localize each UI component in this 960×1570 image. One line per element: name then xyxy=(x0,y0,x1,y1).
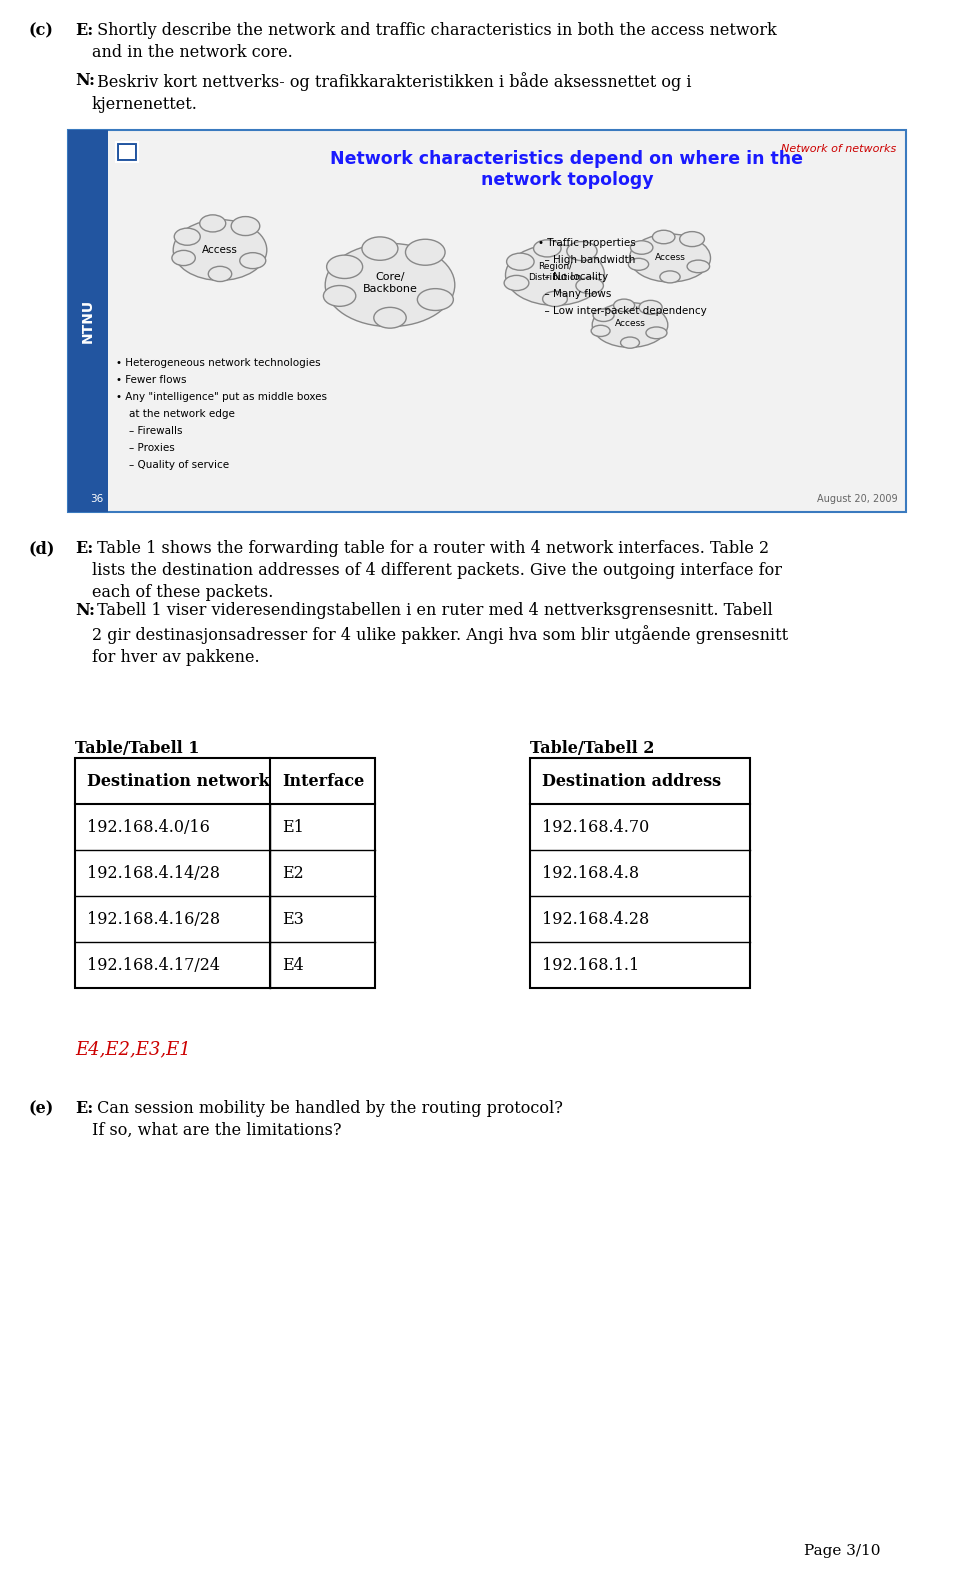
Ellipse shape xyxy=(631,240,653,254)
Text: – Many flows: – Many flows xyxy=(538,289,612,298)
Ellipse shape xyxy=(687,261,709,273)
Ellipse shape xyxy=(405,239,445,265)
Ellipse shape xyxy=(172,250,195,265)
Text: • Fewer flows: • Fewer flows xyxy=(116,375,186,385)
Ellipse shape xyxy=(373,308,406,328)
Text: (e): (e) xyxy=(28,1101,53,1116)
Text: – No locality: – No locality xyxy=(538,272,608,283)
Text: N:: N: xyxy=(75,601,95,619)
Ellipse shape xyxy=(592,303,668,347)
Text: Table/Tabell 2: Table/Tabell 2 xyxy=(530,739,655,757)
Text: E4,E2,E3,E1: E4,E2,E3,E1 xyxy=(75,1039,191,1058)
Text: Access: Access xyxy=(202,245,238,254)
Text: Beskriv kort nettverks- og trafikkarakteristikken i både aksessnettet og i
kjern: Beskriv kort nettverks- og trafikkarakte… xyxy=(92,72,691,113)
Text: Destination address: Destination address xyxy=(542,772,721,790)
Ellipse shape xyxy=(593,309,614,322)
Text: • Any "intelligence" put as middle boxes: • Any "intelligence" put as middle boxes xyxy=(116,392,327,402)
Ellipse shape xyxy=(175,228,201,245)
Text: 192.168.4.0/16: 192.168.4.0/16 xyxy=(87,818,210,835)
Ellipse shape xyxy=(240,253,266,268)
Text: Tabell 1 viser videresendingstabellen i en ruter med 4 nettverksgrensesnitt. Tab: Tabell 1 viser videresendingstabellen i … xyxy=(92,601,788,666)
Ellipse shape xyxy=(653,231,675,243)
Ellipse shape xyxy=(418,289,453,311)
Text: – Low inter-packet dependency: – Low inter-packet dependency xyxy=(538,306,707,316)
Text: • Traffic properties: • Traffic properties xyxy=(538,239,636,248)
Ellipse shape xyxy=(326,254,363,278)
Ellipse shape xyxy=(680,232,705,246)
Text: E2: E2 xyxy=(282,865,303,881)
Ellipse shape xyxy=(173,220,267,281)
Text: Can session mobility be handled by the routing protocol?
If so, what are the lim: Can session mobility be handled by the r… xyxy=(92,1101,563,1140)
Text: E:: E: xyxy=(75,540,93,557)
Ellipse shape xyxy=(646,327,667,339)
Text: Region/
Distribution: Region/ Distribution xyxy=(528,262,582,281)
Text: Network of networks: Network of networks xyxy=(780,144,896,154)
Text: E:: E: xyxy=(75,22,93,39)
Text: 192.168.4.14/28: 192.168.4.14/28 xyxy=(87,865,220,881)
Ellipse shape xyxy=(576,278,604,294)
Ellipse shape xyxy=(629,259,649,270)
Text: E:: E: xyxy=(75,1101,93,1116)
Ellipse shape xyxy=(325,243,455,327)
Bar xyxy=(119,144,135,159)
Ellipse shape xyxy=(504,275,529,290)
Text: (c): (c) xyxy=(28,22,53,39)
Ellipse shape xyxy=(231,217,260,236)
Bar xyxy=(116,141,138,162)
Text: • Heterogeneous network technologies: • Heterogeneous network technologies xyxy=(116,358,321,367)
Ellipse shape xyxy=(630,234,710,283)
Ellipse shape xyxy=(507,253,534,270)
Text: 36: 36 xyxy=(89,495,103,504)
Ellipse shape xyxy=(324,286,356,306)
Text: Shortly describe the network and traffic characteristics in both the access netw: Shortly describe the network and traffic… xyxy=(92,22,777,61)
Text: Network characteristics depend on where in the
network topology: Network characteristics depend on where … xyxy=(330,151,804,188)
Ellipse shape xyxy=(591,325,610,336)
Text: E1: E1 xyxy=(282,818,304,835)
Text: – Quality of service: – Quality of service xyxy=(116,460,229,469)
Ellipse shape xyxy=(362,237,398,261)
Ellipse shape xyxy=(534,240,561,257)
Text: Access: Access xyxy=(614,320,645,328)
Ellipse shape xyxy=(566,242,597,261)
Text: – High bandwidth: – High bandwidth xyxy=(538,254,636,265)
Text: August 20, 2009: August 20, 2009 xyxy=(817,495,898,504)
Ellipse shape xyxy=(660,272,680,283)
Bar xyxy=(530,758,750,988)
Text: 192.168.4.28: 192.168.4.28 xyxy=(542,911,649,928)
Text: NTNU: NTNU xyxy=(81,298,95,344)
Bar xyxy=(75,758,375,988)
Text: Table 1 shows the forwarding table for a router with 4 network interfaces. Table: Table 1 shows the forwarding table for a… xyxy=(92,540,782,601)
Bar xyxy=(68,130,108,512)
Text: Destination network: Destination network xyxy=(87,772,270,790)
Text: – Firewalls: – Firewalls xyxy=(116,425,182,436)
Text: (d): (d) xyxy=(28,540,55,557)
Text: Interface: Interface xyxy=(282,772,364,790)
Text: 192.168.1.1: 192.168.1.1 xyxy=(542,956,639,973)
Text: Access: Access xyxy=(655,253,685,262)
Ellipse shape xyxy=(613,300,635,312)
Ellipse shape xyxy=(506,245,605,306)
Text: E4: E4 xyxy=(282,956,303,973)
Text: Core/
Backbone: Core/ Backbone xyxy=(363,272,418,294)
Text: 192.168.4.70: 192.168.4.70 xyxy=(542,818,649,835)
Text: – Proxies: – Proxies xyxy=(116,443,175,454)
Text: E3: E3 xyxy=(282,911,304,928)
Bar xyxy=(68,130,906,512)
Ellipse shape xyxy=(620,338,639,349)
Text: Page 3/10: Page 3/10 xyxy=(804,1543,880,1557)
Text: N:: N: xyxy=(75,72,95,89)
Text: at the network edge: at the network edge xyxy=(116,410,235,419)
Text: 192.168.4.8: 192.168.4.8 xyxy=(542,865,639,881)
Text: 192.168.4.16/28: 192.168.4.16/28 xyxy=(87,911,220,928)
Ellipse shape xyxy=(208,267,231,281)
Text: Table/Tabell 1: Table/Tabell 1 xyxy=(75,739,200,757)
Ellipse shape xyxy=(542,292,567,306)
Ellipse shape xyxy=(200,215,226,232)
Text: 192.168.4.17/24: 192.168.4.17/24 xyxy=(87,956,220,973)
Ellipse shape xyxy=(639,300,662,314)
